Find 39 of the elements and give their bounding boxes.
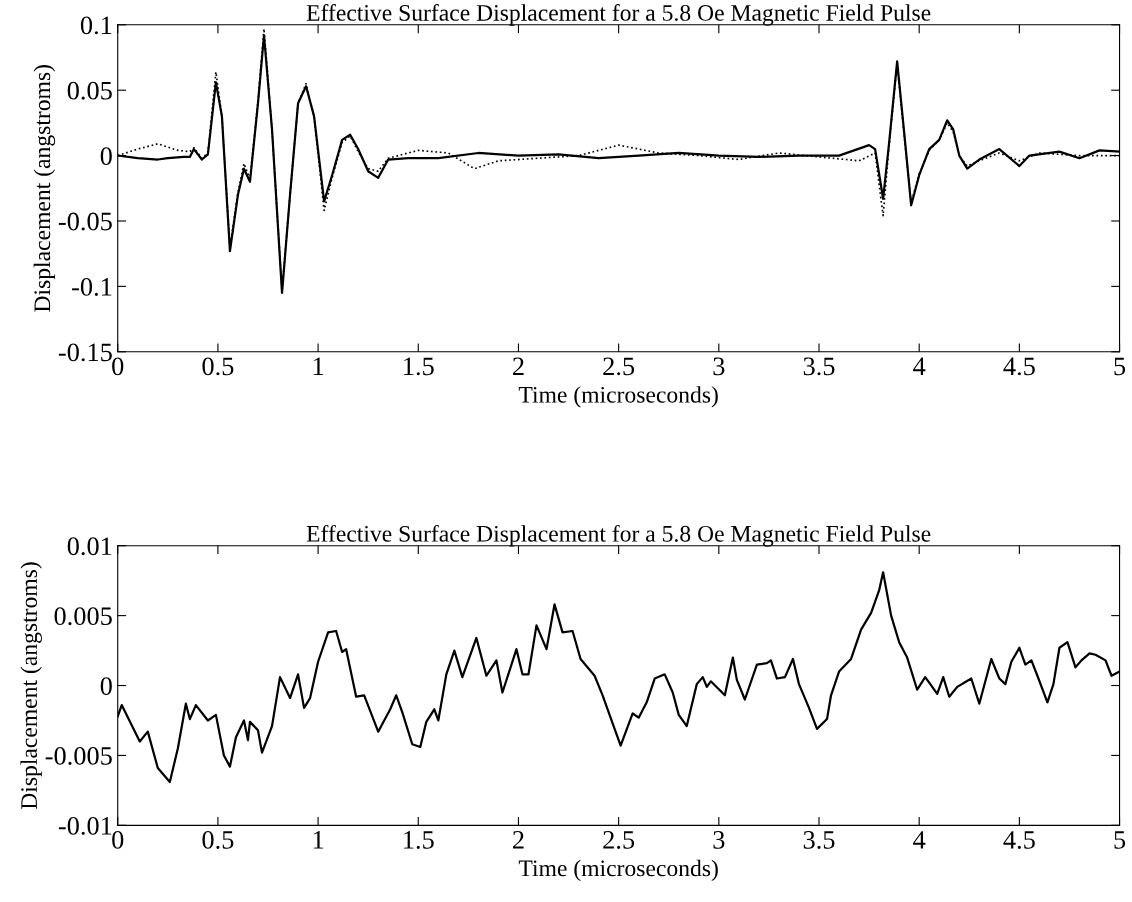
- x-tick-label: 4: [913, 831, 926, 849]
- y-tick-label: 0.05: [67, 81, 112, 100]
- x-axis-title: Time (microseconds): [518, 859, 718, 882]
- x-tick-label: 3: [713, 357, 725, 376]
- x-tick-label: 0.5: [202, 357, 234, 376]
- y-tick-label: -0.1: [72, 277, 112, 296]
- x-tick-label: 2: [513, 831, 524, 849]
- x-tick-label: 1: [313, 831, 324, 849]
- x-tick-label: 4.5: [1003, 357, 1035, 376]
- x-tick-label: 1: [313, 357, 324, 375]
- x-tick-label: 5: [1114, 357, 1126, 376]
- y-tick-label: -0.01: [58, 816, 112, 835]
- x-tick-label: 3.5: [803, 831, 835, 849]
- x-tick-label: 5: [1114, 831, 1126, 849]
- x-tick-label: 4: [913, 357, 926, 375]
- y-tick-label: 0.005: [54, 607, 112, 626]
- x-tick-label: 3.5: [803, 357, 835, 376]
- x-tick-label: 0: [112, 357, 124, 376]
- x-axis-title: Time (microseconds): [518, 386, 718, 408]
- chart-title: Effective Surface Displacement for a 5.8 Oe Magnetic Field Pulse: [306, 524, 931, 547]
- x-tick-label: 2.5: [603, 831, 635, 849]
- y-tick-label: 0: [100, 677, 112, 695]
- y-tick-label: -0.005: [45, 747, 112, 765]
- x-tick-label: 1.5: [404, 357, 434, 376]
- y-tick-label: -0.15: [58, 343, 112, 362]
- y-axis-title: Displacement (angstroms): [33, 65, 56, 312]
- y-tick-label: 0.1: [80, 16, 112, 35]
- x-tick-label: 0: [112, 830, 124, 849]
- x-tick-label: 4.5: [1003, 831, 1035, 849]
- x-tick-label: 0.5: [202, 830, 234, 849]
- x-tick-label: 1.5: [404, 831, 434, 849]
- y-axis-title: Displacement (angstroms): [20, 562, 42, 810]
- y-tick-label: -0.05: [58, 212, 112, 231]
- x-tick-label: 2.5: [603, 357, 635, 376]
- chart-title: Effective Surface Displacement for a 5.8 Oe Magnetic Field Pulse: [306, 4, 931, 26]
- y-tick-label: 0: [100, 147, 112, 166]
- x-tick-label: 2: [513, 357, 524, 375]
- y-tick-label: 0.01: [67, 537, 112, 556]
- x-tick-label: 3: [713, 831, 725, 849]
